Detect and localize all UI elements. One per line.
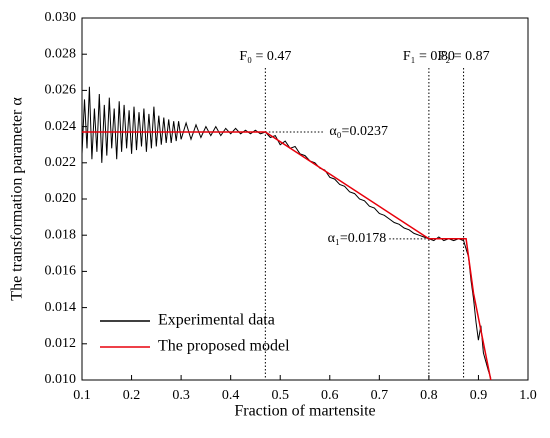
y-tick-label: 0.028: [45, 46, 77, 61]
legend-label: The proposed model: [158, 338, 290, 355]
y-tick-label: 0.016: [45, 264, 77, 279]
annotation: F₂ = 0.87: [438, 49, 490, 64]
plot-frame: [81, 17, 529, 381]
x-tick-label: 0.2: [123, 388, 141, 403]
x-tick-label: 0.3: [172, 388, 190, 403]
y-tick-label: 0.026: [45, 83, 77, 98]
legend-label: Experimental data: [158, 312, 275, 329]
y-tick-label: 0.024: [45, 119, 77, 134]
annotation: α₁=0.0178: [328, 231, 387, 246]
series-line: [82, 131, 492, 381]
annotation: F₁ = 0.80: [403, 49, 455, 64]
x-tick-label: 0.9: [470, 388, 488, 403]
x-tick-label: 0.4: [222, 388, 240, 403]
annotation: α₀=0.0237: [329, 124, 388, 139]
y-tick-label: 0.012: [45, 336, 77, 351]
x-axis-label: Fraction of martensite: [234, 403, 375, 420]
x-tick-label: 0.8: [420, 388, 438, 403]
series-line: [81, 86, 492, 379]
x-tick-label: 0.7: [371, 388, 389, 403]
x-tick-label: 0.5: [271, 388, 289, 403]
y-tick-label: 0.018: [45, 227, 77, 242]
y-axis-label: The transformation parameter α: [9, 97, 26, 301]
y-tick-label: 0.010: [45, 372, 77, 387]
y-tick-label: 0.030: [45, 10, 77, 25]
x-tick-label: 1.0: [519, 388, 537, 403]
y-tick-label: 0.014: [45, 300, 77, 315]
x-tick-label: 0.6: [321, 388, 339, 403]
x-tick-label: 0.1: [73, 388, 91, 403]
y-tick-label: 0.020: [45, 191, 77, 206]
y-tick-label: 0.022: [45, 155, 77, 170]
annotation: F₀ = 0.47: [239, 49, 291, 64]
